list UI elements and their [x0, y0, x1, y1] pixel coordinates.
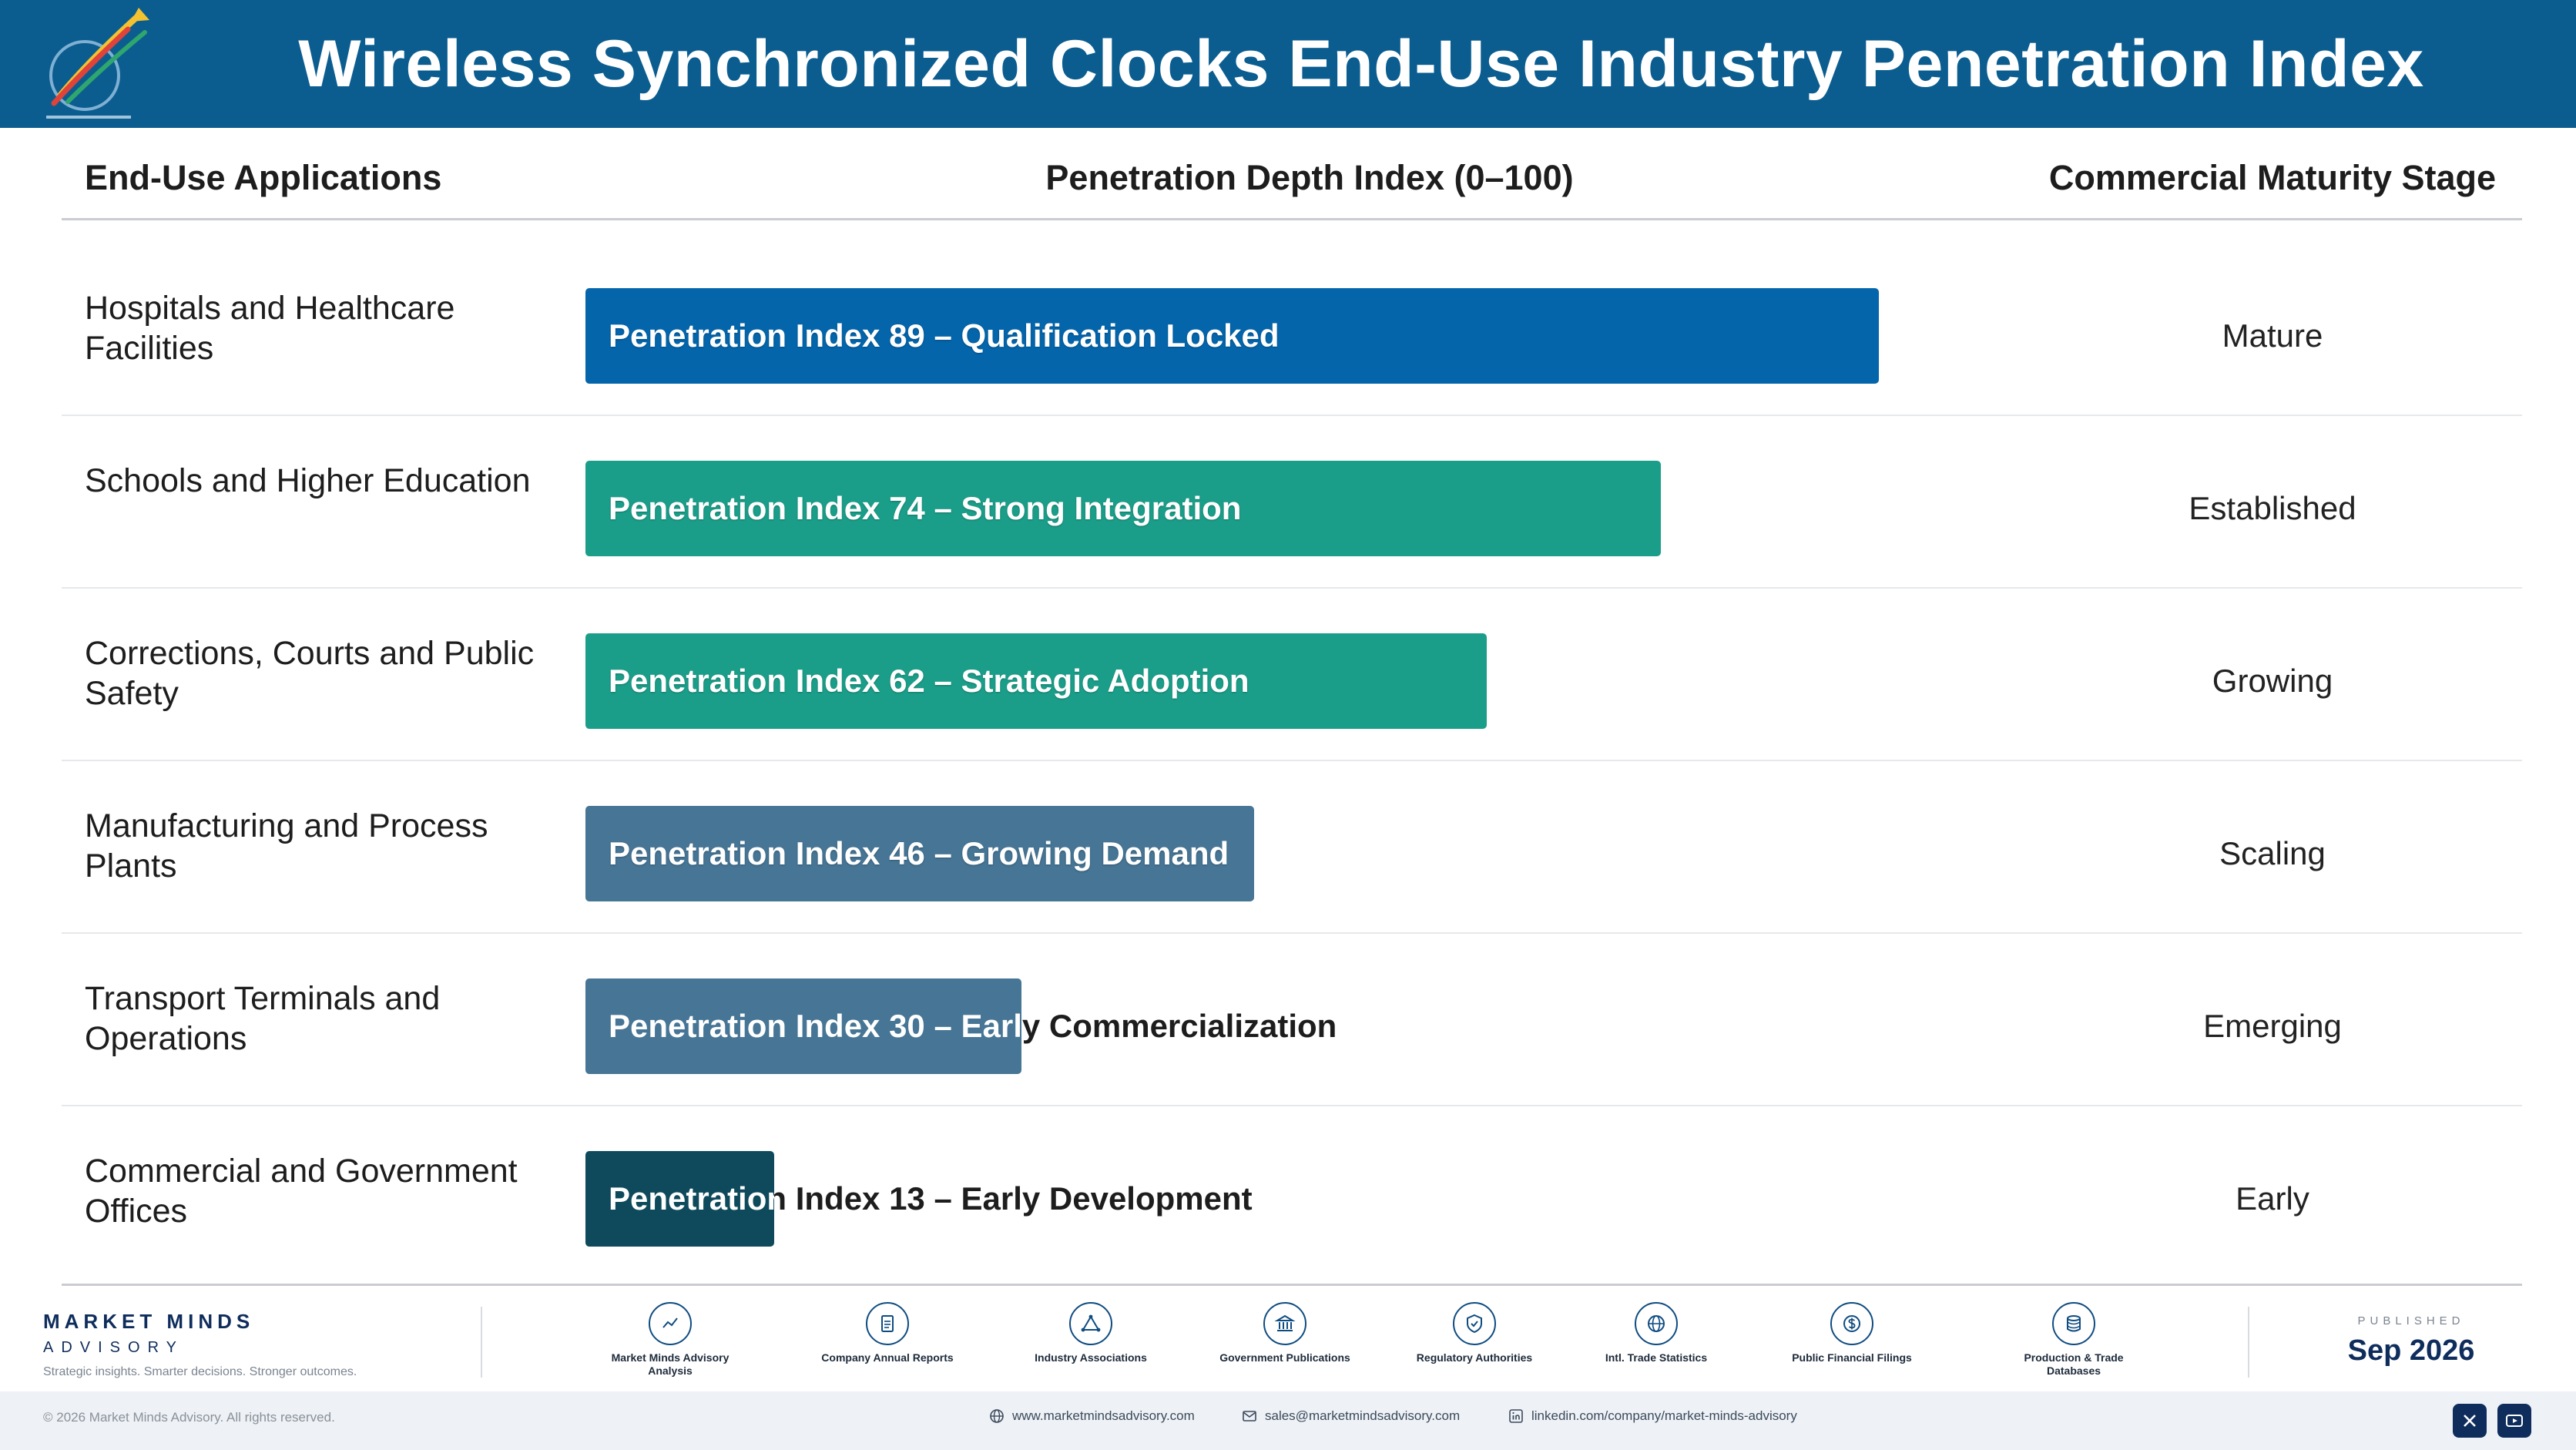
footer: MARKET MINDS ADVISORY Strategic insights…: [0, 1291, 2576, 1450]
x-social-button[interactable]: [2453, 1404, 2487, 1438]
source-item: Intl. Trade Statistics: [1579, 1302, 1733, 1364]
index-bar: [585, 633, 1487, 729]
index-bar: [585, 806, 1254, 901]
chart-row: Transport Terminals and Operations Penetr…: [0, 934, 2576, 1106]
bar-value-label: Penetration Index 30 – Early Commerciali…: [609, 978, 1337, 1074]
source-label: Market Minds Advisory Analysis: [611, 1351, 730, 1377]
source-item: Industry Associations: [1014, 1302, 1168, 1364]
copyright-text: © 2026 Market Minds Advisory. All rights…: [43, 1410, 335, 1425]
company-logo: [46, 8, 149, 119]
source-item: Government Publications: [1208, 1302, 1362, 1364]
column-header-index: Penetration Depth Index (0–100): [1045, 158, 1574, 197]
row-divider: [62, 415, 2522, 416]
header-banner: Wireless Synchronized Clocks End-Use Ind…: [0, 0, 2576, 128]
linkedin-link[interactable]: linkedin.com/company/market-minds-adviso…: [1508, 1408, 1797, 1424]
source-item: Company Annual Reports: [810, 1302, 964, 1364]
footer-bar: © 2026 Market Minds Advisory. All rights…: [0, 1391, 2576, 1450]
mail-icon: [1243, 1411, 1256, 1421]
row-divider: [62, 760, 2522, 761]
linkedin-icon: [1509, 1409, 1523, 1423]
source-label: Regulatory Authorities: [1416, 1351, 1533, 1364]
bar-value-label: Penetration Index 13 – Early Development: [609, 1151, 1253, 1247]
bar-value-label: Penetration Index 74 – Strong Integratio…: [609, 490, 1242, 526]
maturity-stage: Emerging: [2203, 1008, 2342, 1044]
source-label: Intl. Trade Statistics: [1605, 1351, 1708, 1364]
application-label: Corrections, Courts and Public Safety: [85, 635, 535, 712]
published-label: PUBLISHED: [2357, 1314, 2465, 1327]
youtube-icon: [2506, 1415, 2523, 1427]
application-label: Manufacturing and Process Plants: [85, 807, 488, 884]
brand-sub: ADVISORY: [43, 1339, 184, 1356]
maturity-stage: Growing: [2212, 663, 2333, 699]
page-title: Wireless Synchronized Clocks End-Use Ind…: [298, 27, 2424, 101]
bar-value-label: Penetration Index 46 – Growing Demand: [609, 835, 1229, 871]
header-divider: [62, 218, 2522, 220]
dollar-icon: [1830, 1302, 1873, 1345]
source-item: Public Financial Filings: [1775, 1302, 1929, 1364]
chart-row: Commercial and Government Offices Penetra…: [0, 1106, 2576, 1279]
maturity-stage: Scaling: [2219, 835, 2326, 871]
x-icon: [2464, 1415, 2476, 1427]
application-label: Commercial and Government Offices: [85, 1153, 518, 1230]
published-date: Sep 2026: [2347, 1334, 2475, 1367]
source-item: Regulatory Authorities: [1397, 1302, 1551, 1364]
trend-chart-icon: [649, 1302, 692, 1345]
website-link[interactable]: www.marketmindsadvisory.com: [989, 1408, 1195, 1424]
footer-divider: [481, 1307, 482, 1378]
website-text: www.marketmindsadvisory.com: [1012, 1408, 1195, 1423]
shield-check-icon: [1453, 1302, 1496, 1345]
source-label: Industry Associations: [1035, 1351, 1147, 1364]
chart-row: Hospitals and Healthcare Facilities Penet…: [0, 243, 2576, 416]
database-icon: [2052, 1302, 2095, 1345]
source-item: Market Minds Advisory Analysis: [593, 1302, 747, 1378]
index-bar: [585, 1151, 774, 1247]
source-label: Government Publications: [1219, 1351, 1350, 1364]
index-bar: [585, 978, 1021, 1074]
row-divider: [62, 587, 2522, 589]
globe-icon: [1635, 1302, 1678, 1345]
maturity-stage: Established: [2189, 490, 2356, 526]
application-label: Hospitals and Healthcare Facilities: [85, 290, 455, 367]
row-divider: [62, 932, 2522, 934]
document-icon: [866, 1302, 909, 1345]
column-header-stage: Commercial Maturity Stage: [2048, 158, 2497, 197]
maturity-stage: Mature: [2222, 317, 2323, 354]
source-label: Public Financial Filings: [1792, 1351, 1912, 1364]
chart-row: Schools and Higher Education Penetration …: [0, 416, 2576, 589]
network-icon: [1069, 1302, 1112, 1345]
index-bar: [585, 461, 1661, 556]
email-text: sales@marketmindsadvisory.com: [1265, 1408, 1461, 1423]
maturity-stage: Early: [2236, 1180, 2309, 1217]
source-label: Company Annual Reports: [821, 1351, 954, 1364]
application-label: Transport Terminals and Operations: [85, 980, 441, 1057]
email-link[interactable]: sales@marketmindsadvisory.com: [1242, 1408, 1460, 1424]
bar-value-label: Penetration Index 62 – Strategic Adoptio…: [609, 663, 1249, 699]
linkedin-text: linkedin.com/company/market-minds-adviso…: [1531, 1408, 1797, 1423]
globe-icon: [990, 1409, 1004, 1423]
source-label: Production & Trade Databases: [2024, 1351, 2124, 1377]
chart-row: Corrections, Courts and Public Safety Pen…: [0, 589, 2576, 761]
bar-value-label: Penetration Index 89 – Qualification Loc…: [609, 317, 1280, 354]
government-building-icon: [1263, 1302, 1306, 1345]
row-divider: [62, 1105, 2522, 1106]
index-bar: [585, 288, 1879, 384]
youtube-social-button[interactable]: [2497, 1404, 2531, 1438]
application-label: Schools and Higher Education: [85, 462, 531, 499]
column-header-applications: End-Use Applications: [85, 158, 442, 197]
footer-divider: [2248, 1307, 2249, 1378]
brand-tagline: Strategic insights. Smarter decisions. S…: [43, 1365, 357, 1378]
chart-row: Manufacturing and Process Plants Penetrat…: [0, 761, 2576, 934]
source-item: Production & Trade Databases: [1997, 1302, 2151, 1378]
brand-name: MARKET MINDS: [43, 1310, 255, 1333]
chart-bottom-divider: [62, 1284, 2522, 1286]
